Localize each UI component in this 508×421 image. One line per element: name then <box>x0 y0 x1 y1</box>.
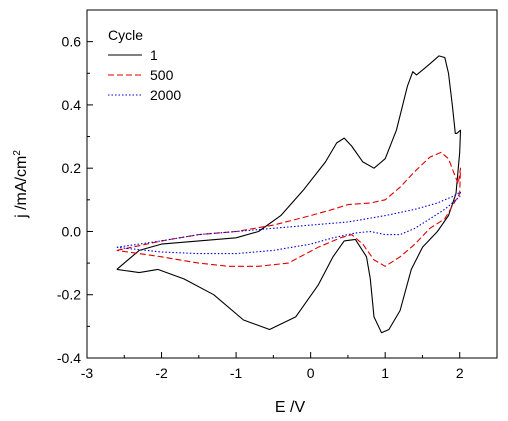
series-layer <box>116 55 462 334</box>
plot-frame <box>86 9 498 359</box>
x-axis-label: E /V <box>275 399 306 416</box>
series-line-1 <box>116 55 462 334</box>
x-tick-label: 1 <box>381 365 389 381</box>
x-tick-label: -1 <box>230 365 243 381</box>
x-tick-label: 0 <box>307 365 315 381</box>
legend-title: Cycle <box>108 27 143 43</box>
legend-label-2000: 2000 <box>150 87 181 103</box>
y-axis-label-main: j /mA/cm <box>13 156 30 219</box>
y-axis-label: j /mA/cm2 <box>12 150 30 219</box>
y-tick-label: 0.0 <box>62 223 82 239</box>
y-tick-label: -0.4 <box>57 350 81 366</box>
y-axis-label-superscript: 2 <box>12 150 23 156</box>
series-line-2000 <box>116 191 462 255</box>
y-tick-label: 0.4 <box>62 97 82 113</box>
x-axis-ticks: -3 -2 -1 0 1 2 <box>81 352 464 381</box>
x-tick-label: -3 <box>81 365 94 381</box>
legend: Cycle 1 500 2000 <box>108 27 181 103</box>
legend-label-500: 500 <box>150 67 174 83</box>
x-tick-label: -2 <box>155 365 168 381</box>
y-axis-ticks: -0.4 -0.2 0.0 0.2 0.4 0.6 <box>57 9 93 366</box>
series-line-500 <box>116 151 462 267</box>
y-tick-label: 0.6 <box>62 34 82 50</box>
x-tick-label: 2 <box>456 365 464 381</box>
legend-label-1: 1 <box>150 47 158 63</box>
y-tick-label: 0.2 <box>62 160 82 176</box>
y-tick-label: -0.2 <box>57 287 81 303</box>
